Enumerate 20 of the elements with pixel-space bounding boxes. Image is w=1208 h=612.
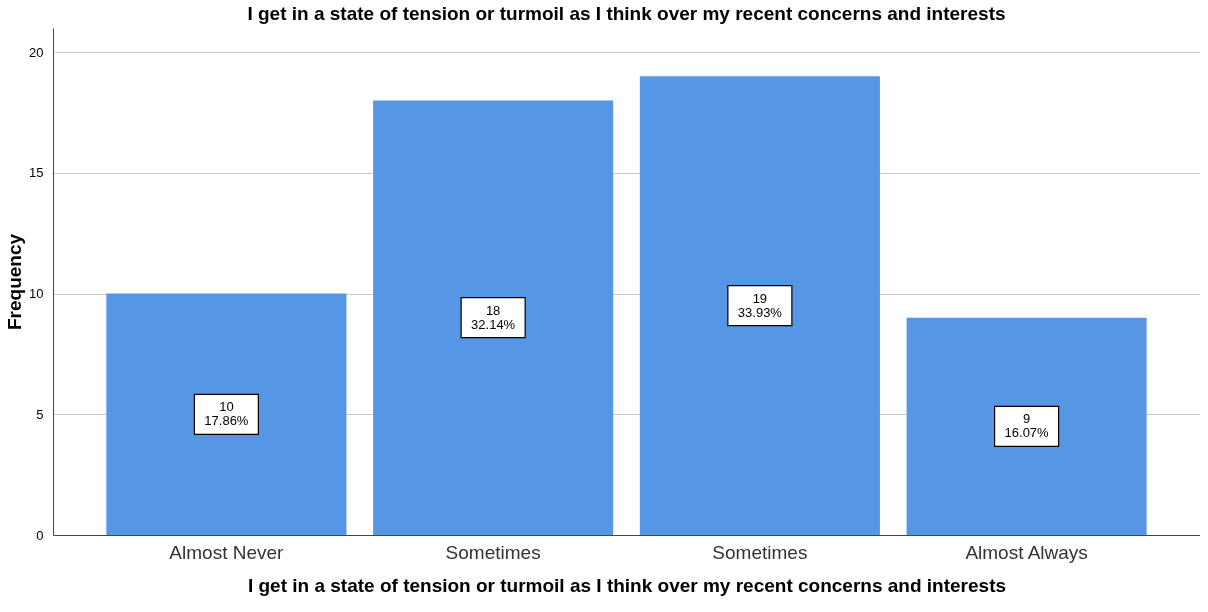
- y-tick-label: 20: [29, 44, 44, 60]
- bar: [373, 100, 614, 535]
- x-axis-title: I get in a state of tension or turmoil as I think over my recent concerns and interests: [247, 574, 1007, 596]
- y-tick-label: 15: [29, 165, 44, 181]
- y-tick-label: 5: [36, 406, 44, 422]
- x-tick-label: Almost Never: [169, 541, 285, 563]
- data-label: 10 17.86%: [204, 399, 249, 429]
- chart-title: I get in a state of tension or turmoil as I think over my recent concerns and interests: [247, 3, 1006, 24]
- y-tick-label: 0: [36, 527, 44, 543]
- x-tick-label: Sometimes: [445, 541, 541, 563]
- y-axis-title: Frequency: [4, 233, 26, 331]
- x-tick-label: Sometimes: [712, 541, 808, 563]
- data-label: 19 33.93%: [737, 290, 783, 320]
- data-label: 9 16.07%: [1004, 411, 1050, 441]
- bar: [106, 293, 347, 535]
- y-tick-label: 10: [29, 286, 44, 302]
- data-label: 18 32.14%: [471, 302, 516, 332]
- x-tick-label: Almost Always: [965, 541, 1088, 563]
- bar: [906, 317, 1147, 535]
- bar: [639, 76, 880, 535]
